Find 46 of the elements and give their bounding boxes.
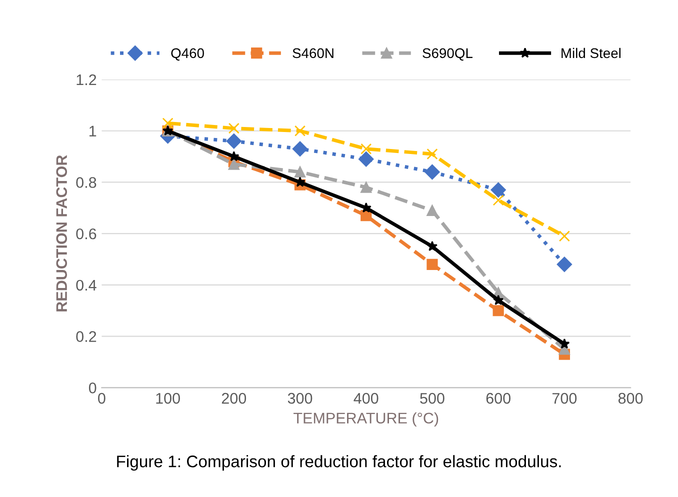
point bbox=[294, 166, 306, 178]
x-tick-label: 600 bbox=[486, 392, 510, 404]
point bbox=[490, 182, 506, 198]
point bbox=[228, 122, 240, 134]
y-tick-label: 0.4 bbox=[76, 280, 96, 291]
y-tick-label: 0 bbox=[88, 382, 96, 394]
point bbox=[558, 230, 570, 242]
point bbox=[360, 182, 372, 193]
x-tick-label: 300 bbox=[288, 392, 312, 404]
point bbox=[360, 143, 372, 154]
x-tick-label: 100 bbox=[156, 392, 180, 404]
caption: Figure 1: Comparison of reduction factor for elastic modulus. bbox=[117, 455, 561, 471]
x-tick-label: 800 bbox=[618, 392, 643, 404]
point bbox=[358, 152, 374, 167]
point bbox=[426, 240, 438, 252]
y-tick-label: 0.2 bbox=[76, 331, 96, 342]
y-tick-label: 1 bbox=[90, 126, 96, 136]
point bbox=[228, 158, 240, 170]
point bbox=[493, 294, 504, 305]
legend-label: S690QL bbox=[422, 48, 472, 61]
point bbox=[228, 151, 240, 162]
y-tick-label: 0.8 bbox=[76, 177, 96, 188]
point bbox=[556, 256, 572, 272]
point bbox=[492, 305, 504, 316]
x-tick-label: 500 bbox=[420, 392, 444, 404]
point bbox=[492, 194, 504, 206]
point bbox=[294, 125, 306, 136]
point bbox=[162, 118, 174, 129]
x-axis-title: TEMPERATURE (°C) bbox=[294, 412, 438, 427]
point bbox=[226, 134, 242, 149]
point bbox=[424, 164, 440, 180]
y-tick-label: 0.6 bbox=[76, 228, 96, 240]
x-tick-label: 400 bbox=[354, 392, 378, 404]
y-tick-label: 1.2 bbox=[76, 74, 96, 86]
x-tick-label: 200 bbox=[222, 392, 246, 404]
point bbox=[426, 148, 438, 160]
x-tick-label: 0 bbox=[98, 392, 106, 404]
legend-label: S460N bbox=[292, 48, 334, 58]
y-axis-title: REDUCTION FACTOR bbox=[56, 155, 68, 312]
point bbox=[426, 204, 438, 216]
legend-label: Q460 bbox=[171, 48, 204, 61]
point bbox=[559, 338, 570, 349]
point bbox=[426, 258, 438, 270]
point bbox=[292, 141, 308, 156]
x-tick-label: 700 bbox=[552, 392, 577, 404]
legend-label: Mild Steel bbox=[562, 48, 620, 58]
